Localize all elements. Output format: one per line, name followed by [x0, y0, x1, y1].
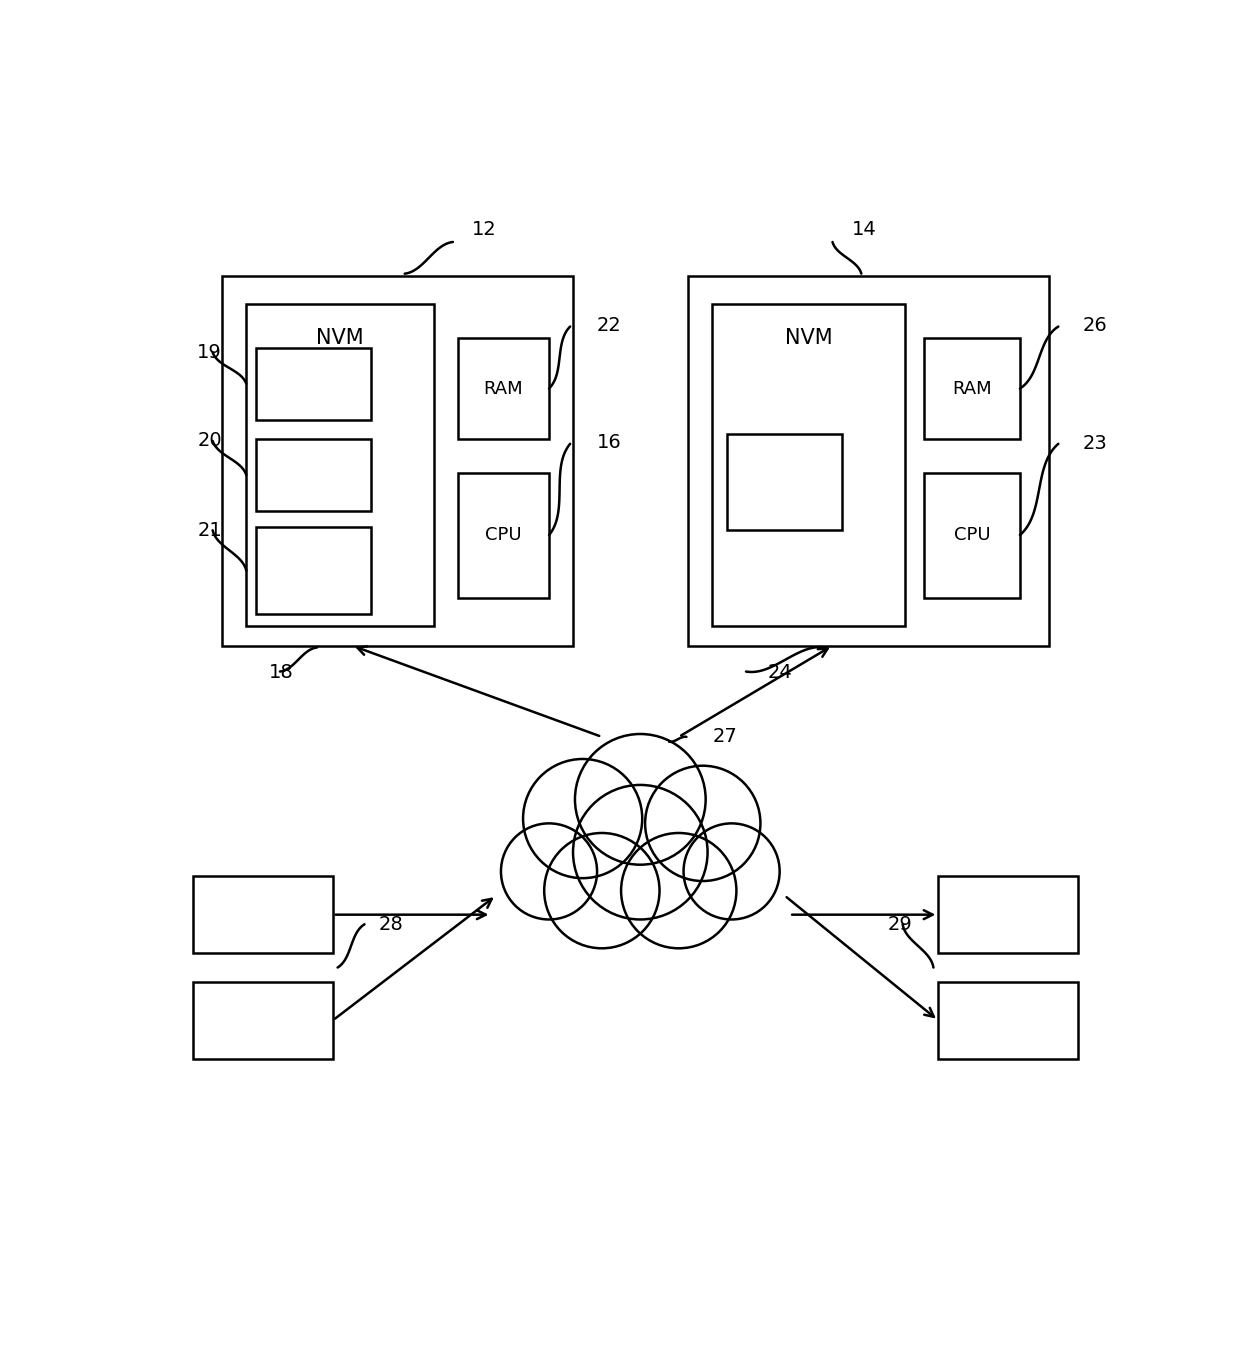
Text: 12: 12 — [472, 221, 497, 239]
Text: 14: 14 — [852, 221, 877, 239]
Text: 29: 29 — [888, 915, 913, 933]
Bar — [255, 438, 371, 511]
Bar — [255, 527, 371, 613]
Text: 18: 18 — [268, 663, 293, 682]
Bar — [458, 472, 549, 597]
Bar — [247, 304, 434, 627]
Text: 27: 27 — [712, 728, 737, 746]
Text: 26: 26 — [1083, 316, 1107, 335]
Bar — [939, 982, 1078, 1059]
Circle shape — [645, 765, 760, 881]
Text: 19: 19 — [197, 343, 222, 362]
Circle shape — [573, 785, 708, 920]
Bar — [939, 876, 1078, 954]
Circle shape — [544, 833, 660, 948]
Bar — [727, 434, 842, 530]
Text: NVM: NVM — [785, 328, 832, 348]
Text: NVM: NVM — [316, 328, 363, 348]
Bar — [712, 304, 905, 627]
Text: CPU: CPU — [485, 526, 522, 545]
Text: RAM: RAM — [484, 379, 523, 398]
Circle shape — [683, 823, 780, 920]
Circle shape — [501, 823, 596, 920]
Text: RAM: RAM — [952, 379, 992, 398]
Text: 24: 24 — [768, 663, 792, 682]
Bar — [458, 338, 549, 438]
Bar — [193, 876, 332, 954]
Text: 22: 22 — [596, 316, 621, 335]
Text: CPU: CPU — [954, 526, 991, 545]
Bar — [924, 472, 1021, 597]
Text: 23: 23 — [1083, 434, 1107, 453]
Text: 20: 20 — [197, 432, 222, 451]
Bar — [924, 338, 1021, 438]
Bar — [688, 276, 1049, 646]
Circle shape — [621, 833, 737, 948]
Text: 28: 28 — [379, 915, 404, 933]
Text: 16: 16 — [596, 433, 621, 452]
Bar — [255, 347, 371, 420]
Bar — [222, 276, 573, 646]
Circle shape — [575, 734, 706, 865]
Text: 21: 21 — [197, 521, 222, 539]
Bar — [193, 982, 332, 1059]
Circle shape — [523, 759, 642, 878]
